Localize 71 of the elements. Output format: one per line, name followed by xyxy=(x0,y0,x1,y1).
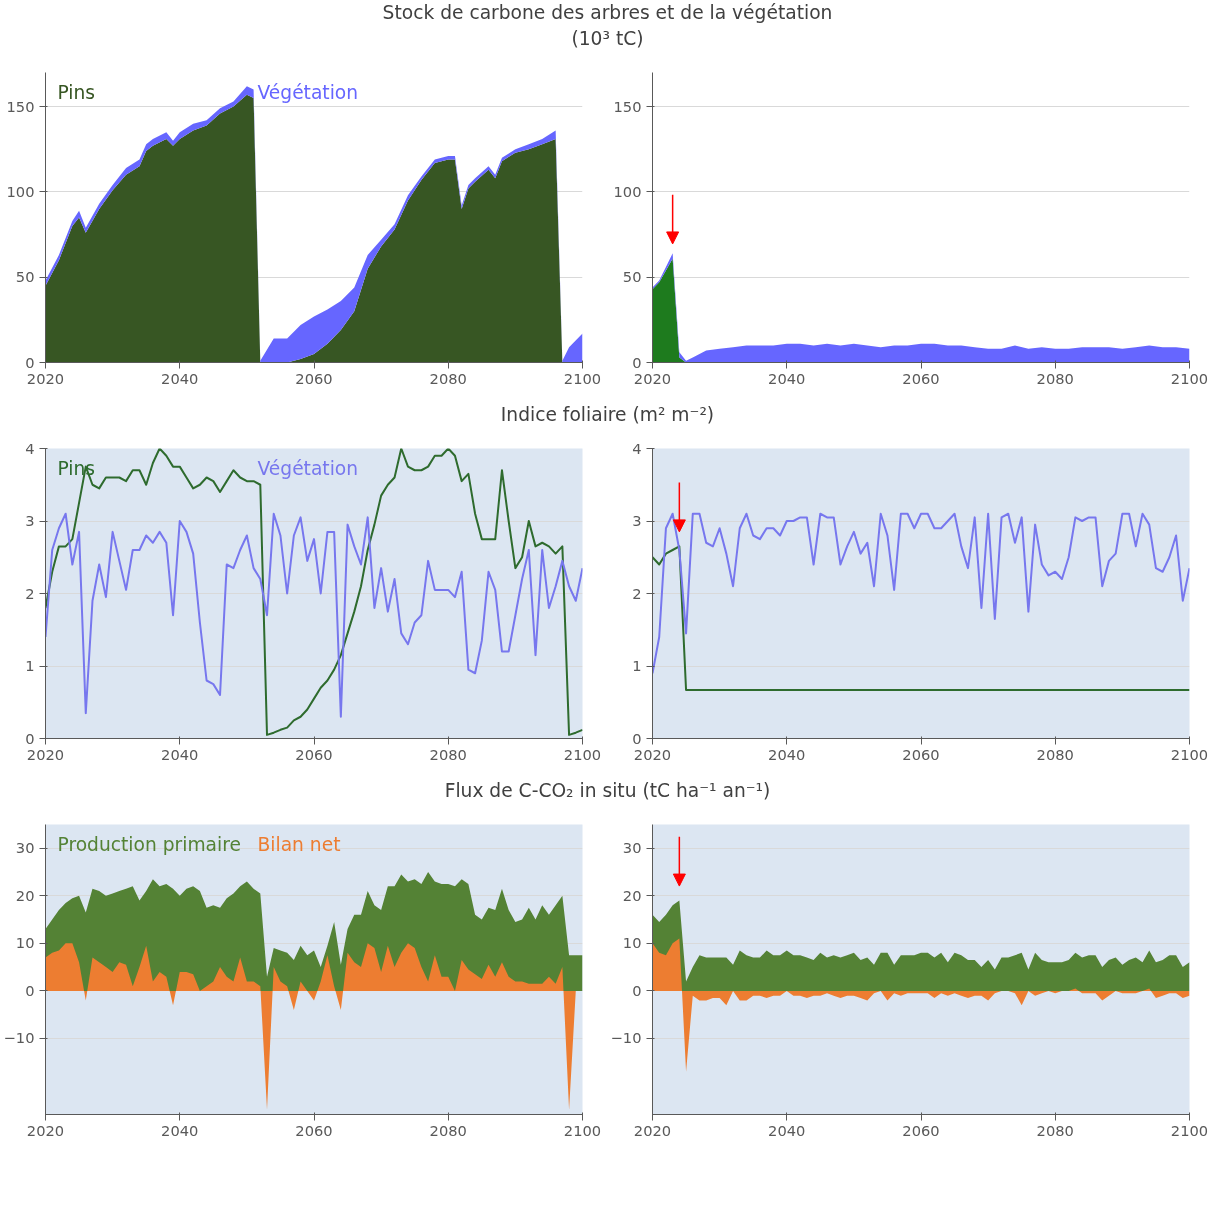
x-tick-label: 2100 xyxy=(563,745,602,763)
y-tick-label: 1 xyxy=(632,657,642,674)
x-tick-label: 2020 xyxy=(26,745,65,763)
y-tick-label: −10 xyxy=(3,1029,35,1047)
series-label: Production primaire xyxy=(57,833,241,855)
x-tick-label: 2080 xyxy=(1036,369,1074,387)
text: Pins xyxy=(57,81,96,103)
x-tick-label: 2100 xyxy=(1170,369,1209,387)
x-tick-label: 2040 xyxy=(768,1121,806,1139)
x-tick-label: 2060 xyxy=(295,1121,333,1139)
chart-title: Indice foliaire (m² m⁻²) xyxy=(500,403,715,425)
y-tick-label: 50 xyxy=(622,268,642,286)
x-tick-label: 2100 xyxy=(563,369,602,387)
x-tick-label: 2100 xyxy=(1170,745,1209,763)
x-tick-label: 2060 xyxy=(295,745,333,763)
text: Bilan net xyxy=(257,833,341,855)
series-label: Végétation xyxy=(257,81,359,103)
chart-title: Flux de C-CO₂ in situ (tC ha⁻¹ an⁻¹) xyxy=(444,779,771,801)
chart-subtitle: (10³ tC) xyxy=(571,27,644,49)
line-series xyxy=(45,512,583,718)
y-tick-label: 10 xyxy=(15,934,35,952)
x-tick-label: 2020 xyxy=(633,369,672,387)
text: Végétation xyxy=(257,457,359,479)
x-tick-label: 2020 xyxy=(26,369,65,387)
x-tick-label: 2060 xyxy=(902,369,940,387)
y-tick-label: 2 xyxy=(632,584,642,602)
line-series xyxy=(652,545,1190,691)
x-tick-label: 2040 xyxy=(161,745,199,763)
y-tick-label: 0 xyxy=(25,729,35,747)
line-series xyxy=(652,512,1190,675)
x-tick-label: 2020 xyxy=(633,1121,672,1139)
x-tick-label: 2080 xyxy=(1036,745,1074,763)
y-tick-label: 3 xyxy=(632,512,642,529)
x-tick-label: 2080 xyxy=(1036,1121,1074,1139)
y-tick-label: 100 xyxy=(613,182,642,200)
y-tick-label: 1 xyxy=(25,657,35,674)
x-tick-label: 2020 xyxy=(633,745,672,763)
chart-title: Stock de carbone des arbres et de la végétation xyxy=(382,1,833,23)
x-tick-label: 2100 xyxy=(563,1121,602,1139)
series-label: Pins xyxy=(57,457,96,479)
y-tick-label: 30 xyxy=(622,839,642,857)
y-tick-label: 150 xyxy=(6,97,35,115)
y-tick-label: 50 xyxy=(15,268,35,286)
y-tick-label: 4 xyxy=(632,439,642,457)
x-tick-label: 2080 xyxy=(429,369,467,387)
y-tick-label: 0 xyxy=(632,353,642,371)
x-tick-label: 2060 xyxy=(902,1121,940,1139)
y-tick-label: 2 xyxy=(25,584,35,602)
y-tick-label: −10 xyxy=(610,1029,642,1047)
y-tick-label: 20 xyxy=(622,886,642,904)
x-tick-label: 2040 xyxy=(161,1121,199,1139)
x-tick-label: 2020 xyxy=(26,1121,65,1139)
y-tick-label: 100 xyxy=(6,182,35,200)
y-tick-label: 3 xyxy=(25,512,35,529)
y-tick-label: 0 xyxy=(25,981,35,999)
x-tick-label: 2060 xyxy=(295,369,333,387)
y-tick-label: 20 xyxy=(15,886,35,904)
y-tick-label: 0 xyxy=(632,981,642,999)
x-tick-label: 2080 xyxy=(429,1121,467,1139)
x-tick-label: 2040 xyxy=(768,369,806,387)
y-tick-label: 10 xyxy=(622,934,642,952)
x-tick-label: 2040 xyxy=(161,369,199,387)
x-tick-label: 2060 xyxy=(902,745,940,763)
y-tick-label: 0 xyxy=(25,353,35,371)
x-tick-label: 2040 xyxy=(768,745,806,763)
y-tick-label: 0 xyxy=(632,729,642,747)
y-tick-label: 30 xyxy=(15,839,35,857)
x-tick-label: 2100 xyxy=(1170,1121,1209,1139)
x-tick-label: 2080 xyxy=(429,745,467,763)
y-tick-label: 150 xyxy=(613,97,642,115)
y-tick-label: 4 xyxy=(25,439,35,457)
